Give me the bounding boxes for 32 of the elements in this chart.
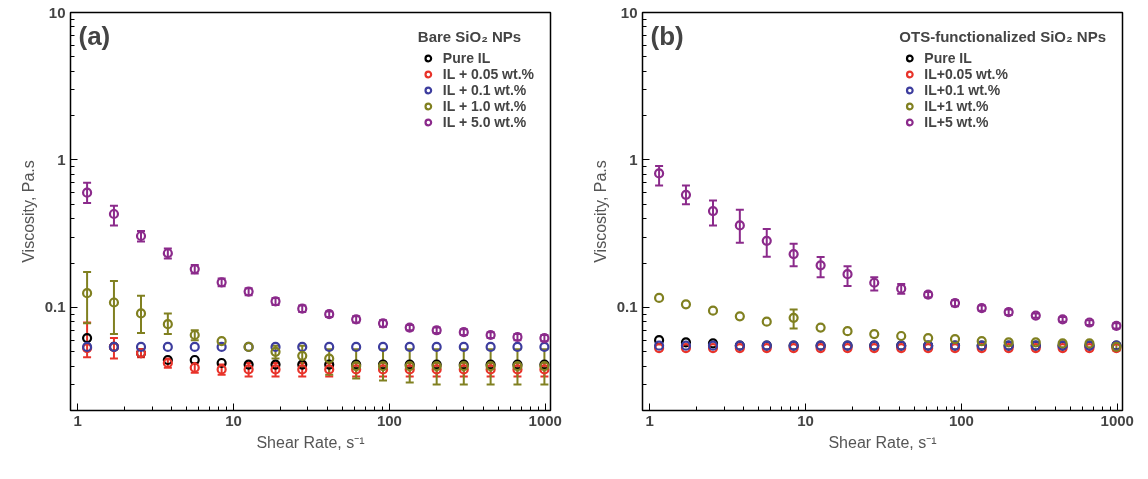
- x-tick-label: 10: [225, 411, 242, 429]
- y-tick-label: 1: [57, 150, 66, 168]
- x-tick-label: 1000: [528, 411, 562, 429]
- legend-label: IL+0.1 wt.%: [924, 82, 1001, 98]
- x-tick-label: 1000: [1100, 411, 1134, 429]
- x-tick-label: 1: [645, 411, 654, 429]
- y-tick-label: 0.1: [44, 298, 66, 316]
- y-axis-title: Viscosity, Pa.s: [591, 160, 609, 263]
- legend-title: OTS-functionalized SiO₂ NPs: [899, 28, 1106, 45]
- x-axis-title: Shear Rate, s⁻¹: [828, 433, 937, 451]
- annotation: (a): [78, 20, 111, 51]
- x-tick-label: 100: [376, 411, 402, 429]
- legend-label: IL + 0.1 wt.%: [442, 82, 527, 98]
- y-axis-title: Viscosity, Pa.s: [19, 160, 37, 263]
- y-tick-label: 1: [629, 150, 638, 168]
- annotation: (b): [650, 20, 684, 51]
- legend-label: IL + 0.05 wt.%: [442, 66, 534, 82]
- legend-label: IL+5 wt.%: [924, 114, 989, 130]
- legend-title: Bare SiO₂ NPs: [417, 28, 523, 45]
- legend-label: Pure IL: [442, 50, 491, 66]
- y-tick-label: 10: [48, 3, 66, 21]
- legend-label: Pure IL: [924, 50, 972, 66]
- x-axis-title: Shear Rate, s⁻¹: [256, 433, 365, 451]
- legend-label: IL + 1.0 wt.%: [442, 98, 527, 114]
- legend-label: IL + 5.0 wt.%: [442, 114, 527, 130]
- x-tick-label: 1: [73, 411, 82, 429]
- x-tick-label: 100: [948, 411, 974, 429]
- y-tick-label: 0.1: [616, 298, 638, 316]
- legend-label: IL+1 wt.%: [924, 98, 989, 114]
- legend-label: IL+0.05 wt.%: [924, 66, 1008, 82]
- y-tick-label: 10: [620, 3, 638, 21]
- x-tick-label: 10: [797, 411, 814, 429]
